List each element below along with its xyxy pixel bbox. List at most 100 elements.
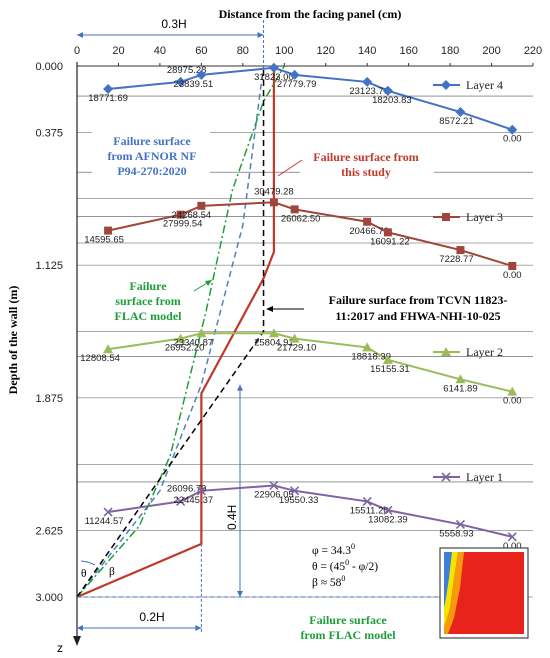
data-label: 27779.79 <box>277 79 317 90</box>
x-tick-label: 180 <box>441 45 459 57</box>
y-tick-label: 1.125 <box>35 260 63 272</box>
data-label: 0.00 <box>503 134 522 145</box>
x-tick-label: 20 <box>112 45 124 57</box>
dim-03h-arrow-right <box>257 32 264 38</box>
afnor-failure-label: from AFNOR NF <box>107 149 196 163</box>
data-point-marker <box>175 76 186 87</box>
data-point-marker <box>455 374 466 384</box>
x-tick-label: 200 <box>482 45 500 57</box>
inset-blue-zone <box>444 552 452 608</box>
data-point-marker <box>363 217 372 226</box>
data-label: 18771.69 <box>88 93 128 104</box>
data-label: 0.00 <box>503 541 522 552</box>
data-point-marker <box>269 198 278 207</box>
data-point-marker <box>456 246 465 255</box>
data-label: 7228.77 <box>439 254 473 265</box>
flac-failure-label: Failure <box>129 279 167 293</box>
y-axis-arrow <box>73 636 81 646</box>
flac-contour-inset <box>439 547 529 639</box>
data-label: 23340.87 <box>174 337 214 348</box>
tcvn-failure-label: 11:2017 and FHWA-NHI-10-025 <box>335 309 500 323</box>
data-label: 20466.79 <box>349 226 389 237</box>
data-point-marker <box>196 486 206 496</box>
theta-symbol: θ <box>81 568 87 580</box>
x-tick-label: 220 <box>524 45 542 57</box>
y-tick-label: 2.625 <box>35 526 63 538</box>
formula-phi: φ = 34.30 <box>312 542 355 557</box>
data-label: 11244.57 <box>85 516 124 527</box>
data-series: 18771.69 28975.28 23839.51 31823.0027779.79… <box>80 62 522 552</box>
data-point-marker <box>382 85 393 96</box>
study-failure-label: Failure surface from <box>313 150 419 164</box>
data-point-marker <box>290 486 300 496</box>
axes <box>73 62 533 646</box>
dim-04h-arrow-bottom <box>237 591 243 597</box>
failure-surface-line-4 <box>76 66 265 598</box>
data-label: 22445.37 <box>174 495 214 506</box>
legend-entry-layer-1-label: Layer 1 <box>466 470 503 484</box>
data-label: 28975.28 <box>167 65 207 76</box>
z-axis-label: z <box>57 641 63 655</box>
data-point-marker <box>197 201 206 210</box>
y-tick-label: 1.875 <box>35 393 63 405</box>
data-label: 12808.54 <box>80 353 120 364</box>
legend-entry-layer-2-label: Layer 2 <box>466 345 503 359</box>
tcvn-failure-label: Failure surface from TCVN 11823- <box>329 293 508 307</box>
x-tick-label: 140 <box>358 45 376 57</box>
x-axis-title: Distance from the facing panel (cm) <box>219 7 402 21</box>
x-tick-label: 60 <box>195 45 207 57</box>
legend-entry-layer-4-marker <box>441 80 451 90</box>
data-label: 18818.39 <box>351 351 391 362</box>
data-point-marker <box>268 328 279 338</box>
y-axis-title: Depth of the wall (m) <box>6 286 20 395</box>
data-point-marker <box>289 333 300 343</box>
data-label: 8572.21 <box>439 116 473 127</box>
flac-failure-label: FLAC model <box>115 309 183 323</box>
y-tick-labels: 0.000 0.375 1.125 1.875 2.625 3.000 <box>35 61 63 604</box>
dim-03h-label: 0.3H <box>161 17 186 31</box>
annotation-bg <box>97 276 197 326</box>
data-label: 14595.65 <box>84 235 124 246</box>
data-point-marker <box>176 496 186 506</box>
afnor-failure-label: Failure surface <box>113 134 191 148</box>
data-label: 15511.20 <box>350 505 389 516</box>
data-label: 15155.31 <box>370 364 410 375</box>
flac-pointer-head <box>205 280 212 286</box>
legend-entry-layer-3-label: Layer 3 <box>466 210 503 224</box>
data-label: 0.00 <box>503 396 522 407</box>
annotation-bg <box>300 292 532 326</box>
y-tick-label: 0.375 <box>35 127 63 139</box>
data-label: 13082.39 <box>368 514 408 525</box>
data-label: 24268.54 <box>172 210 212 221</box>
flac-failure-label: surface from <box>115 294 180 308</box>
data-label: 16091.22 <box>370 236 410 247</box>
data-label: 22906.05 <box>254 489 294 500</box>
data-point-marker <box>362 342 373 352</box>
failure-surface-line-1 <box>76 66 276 599</box>
dim-03h-arrow-left <box>77 32 83 38</box>
formula-beta: β ≈ 580 <box>312 574 345 589</box>
data-label: 21729.10 <box>277 343 317 354</box>
legend-entry-layer-2-marker <box>441 347 451 356</box>
data-label: 23839.51 <box>174 79 214 90</box>
study-pointer-arrow <box>277 159 303 177</box>
y-tick-label: 3.000 <box>35 592 63 604</box>
data-point-marker <box>103 344 114 354</box>
x-tick-label: 100 <box>275 45 293 57</box>
data-point-marker <box>176 210 185 219</box>
formula-theta: θ = (450 - φ/2) <box>312 558 378 573</box>
data-label: 30479.28 <box>254 186 294 197</box>
data-point-marker <box>103 84 114 95</box>
inset-orange-zone <box>444 552 464 634</box>
data-label: 25804.91 <box>254 337 294 348</box>
legend-entry-layer-1-marker <box>441 472 451 482</box>
x-tick-label: 120 <box>317 45 335 57</box>
data-point-marker <box>269 480 279 491</box>
annotation-bg <box>92 132 210 186</box>
grid-lines <box>77 65 533 598</box>
data-point-marker <box>382 354 393 364</box>
beta-symbol: β <box>109 566 115 578</box>
legend: Layer 4 Layer 3 Layer 2 Layer 1 <box>433 78 503 484</box>
data-point-marker <box>290 205 299 214</box>
